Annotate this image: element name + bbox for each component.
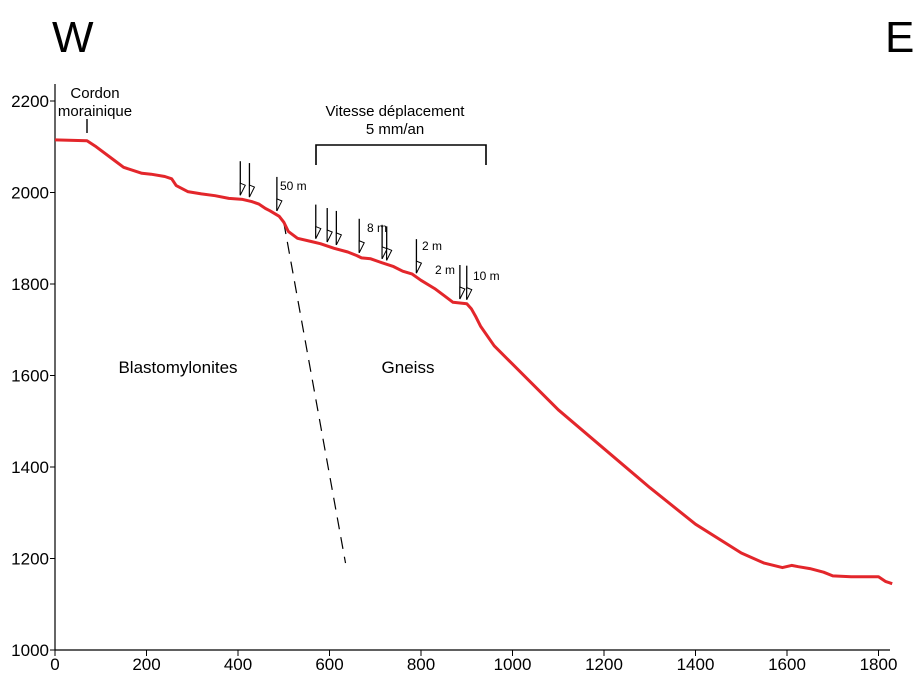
fault-arrow bbox=[358, 218, 365, 254]
y-ticks: 1000 1200 1400 1600 1800 2000 2200 bbox=[11, 92, 55, 660]
fault-arrows bbox=[239, 161, 473, 300]
east-label: E bbox=[885, 13, 914, 62]
y-tick-label: 1600 bbox=[11, 367, 49, 386]
y-tick-label: 1800 bbox=[11, 275, 49, 294]
fault-contact-dashed-line bbox=[283, 222, 347, 564]
velocity-label-line2: 5 mm/an bbox=[366, 121, 424, 138]
x-tick-label: 1600 bbox=[768, 655, 806, 673]
gneiss-label: Gneiss bbox=[382, 358, 435, 377]
fault-arrow bbox=[415, 239, 423, 274]
x-ticks: 0 200 400 600 800 1000 1200 1400 1600 1800 bbox=[50, 650, 897, 673]
fault-arrow bbox=[276, 176, 283, 212]
blastomylonites-label: Blastomylonites bbox=[118, 358, 237, 377]
x-tick-label: 800 bbox=[407, 655, 435, 673]
velocity-bracket bbox=[315, 144, 487, 165]
displacement-2m-b: 2 m bbox=[435, 263, 455, 277]
fault-arrow bbox=[466, 265, 473, 300]
fault-arrow bbox=[326, 208, 333, 243]
y-tick-label: 1200 bbox=[11, 550, 49, 569]
y-tick-label: 1400 bbox=[11, 458, 49, 477]
fault-arrow bbox=[248, 163, 256, 198]
x-tick-label: 1000 bbox=[494, 655, 532, 673]
y-tick-label: 1000 bbox=[11, 641, 49, 660]
displacement-50m: 50 m bbox=[280, 179, 307, 193]
topographic-profile-line bbox=[54, 138, 893, 586]
x-tick-label: 0 bbox=[50, 655, 59, 673]
x-tick-label: 1200 bbox=[585, 655, 623, 673]
velocity-label-line1: Vitesse déplacement bbox=[326, 103, 466, 120]
fault-arrow bbox=[335, 210, 343, 246]
x-tick-label: 1400 bbox=[677, 655, 715, 673]
x-tick-label: 1800 bbox=[860, 655, 898, 673]
displacement-8m: 8 m bbox=[367, 221, 387, 235]
y-tick-label: 2200 bbox=[11, 92, 49, 111]
cordon-label-line1: Cordon bbox=[70, 85, 119, 102]
y-tick-label: 2000 bbox=[11, 184, 49, 203]
x-tick-label: 600 bbox=[315, 655, 343, 673]
fault-arrow bbox=[459, 264, 466, 300]
x-tick-label: 400 bbox=[224, 655, 252, 673]
fault-arrow bbox=[386, 226, 393, 261]
west-label: W bbox=[52, 13, 94, 62]
fault-arrow bbox=[315, 204, 322, 239]
x-tick-label: 200 bbox=[132, 655, 160, 673]
fault-arrow bbox=[381, 224, 388, 260]
displacement-10m: 10 m bbox=[473, 269, 500, 283]
displacement-2m-a: 2 m bbox=[422, 239, 442, 253]
cordon-label-line2: morainique bbox=[58, 103, 132, 120]
fault-arrow bbox=[239, 161, 246, 196]
